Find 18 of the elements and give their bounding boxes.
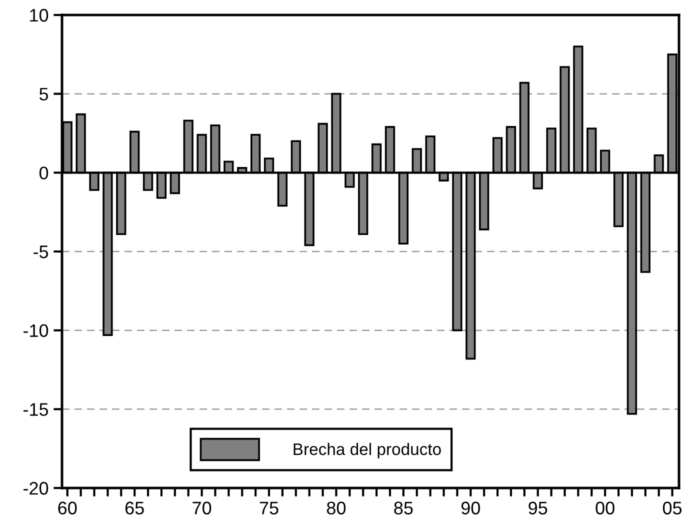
y-tick-label: -5 bbox=[34, 246, 48, 258]
y-tick-label: -20 bbox=[24, 482, 48, 495]
x-tick-label: 75 bbox=[260, 502, 278, 514]
x-tick-label: 95 bbox=[528, 502, 548, 514]
y-tick-label: 10 bbox=[30, 8, 48, 22]
y-tick-label: 0 bbox=[39, 166, 48, 180]
x-tick-label: 65 bbox=[125, 502, 144, 514]
x-tick-label: 85 bbox=[394, 502, 413, 514]
legend-label: Brecha del producto bbox=[294, 442, 441, 458]
x-tick-label: 70 bbox=[192, 502, 212, 514]
x-tick-label: 00 bbox=[596, 502, 614, 514]
x-tick-label: 60 bbox=[58, 502, 77, 514]
x-tick-label: 05 bbox=[662, 502, 682, 514]
x-tick-label: 90 bbox=[461, 502, 480, 514]
y-tick-label: -15 bbox=[24, 403, 48, 416]
y-tick-label: 5 bbox=[39, 88, 48, 101]
x-tick-label: 80 bbox=[326, 502, 346, 514]
y-tick-label: -10 bbox=[24, 324, 48, 338]
